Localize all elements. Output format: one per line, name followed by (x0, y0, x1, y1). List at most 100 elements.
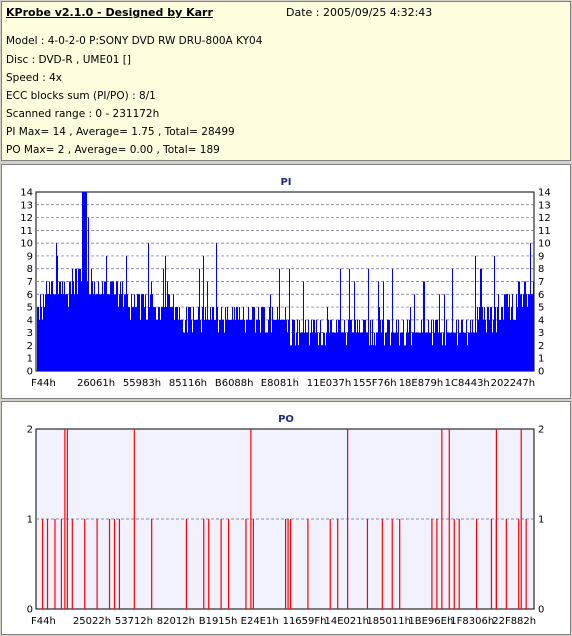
pi-bar (439, 294, 440, 371)
pi-xtick-label: B6088h (215, 378, 254, 389)
pi-ytick-label: 1 (27, 354, 33, 365)
po-ytick-label-right: 1 (538, 515, 544, 526)
pi-bar (393, 332, 394, 371)
pi-bar (392, 268, 393, 371)
pi-xtick-label: 55983h (123, 378, 161, 389)
pi-bar (380, 319, 381, 371)
pi-bar (526, 294, 527, 371)
pi-bar (333, 332, 334, 371)
pi-bar (366, 332, 367, 371)
pi-bar (174, 319, 175, 371)
pi-bar (371, 345, 372, 371)
pi-bar (246, 319, 247, 371)
pi-bar (320, 319, 321, 371)
po-bar (337, 519, 339, 609)
pi-ytick-label-right: 7 (538, 277, 544, 288)
po-bar (525, 519, 527, 609)
po-summary-line: PO Max= 2 , Average= 0.00 , Total= 189 (6, 144, 220, 156)
pi-ytick-label-right: 12 (538, 213, 551, 224)
po-bar (520, 429, 522, 609)
pi-bar (110, 281, 111, 371)
pi-bar (425, 332, 426, 371)
pi-bar (405, 345, 406, 371)
pi-bar (322, 345, 323, 371)
pi-bar (160, 319, 161, 371)
pi-bar (475, 255, 476, 371)
pi-bar (511, 307, 512, 371)
pi-bar (294, 319, 295, 371)
po-bar (399, 519, 401, 609)
pi-bar (420, 332, 421, 371)
pi-bar (386, 332, 387, 371)
pi-bar (311, 319, 312, 371)
pi-bar (228, 319, 229, 371)
po-bar (366, 519, 369, 609)
pi-bar (124, 294, 125, 371)
pi-xtick-label: 18E879h (399, 378, 443, 389)
pi-bar (292, 319, 293, 371)
pi-bar (147, 319, 148, 371)
pi-bar (338, 319, 339, 371)
pi-bar (403, 319, 404, 371)
pi-bar (41, 307, 42, 371)
pi-bar (122, 281, 123, 371)
pi-bar (454, 332, 455, 371)
pi-bar (531, 294, 532, 371)
pi-bar (242, 319, 243, 371)
pi-bar (319, 332, 320, 371)
pi-bar (507, 294, 508, 371)
pi-bar (522, 307, 523, 371)
pi-bar (79, 268, 80, 371)
pi-bar (167, 281, 168, 371)
pi-bar (345, 332, 346, 371)
pi-bar (363, 319, 364, 371)
pi-bar (131, 294, 132, 371)
pi-bar (47, 294, 48, 371)
pi-bar (279, 268, 280, 371)
pi-bar (435, 319, 436, 371)
pi-bar (513, 319, 514, 371)
pi-bar (459, 332, 460, 371)
pi-bar (87, 281, 88, 371)
pi-bar (517, 307, 518, 371)
pi-chart-title: PI (280, 177, 291, 188)
pi-bar (433, 319, 434, 371)
po-bar (84, 519, 86, 609)
po-bar (518, 519, 520, 609)
pi-bar (39, 319, 40, 371)
pi-bar (236, 307, 237, 371)
po-xtick-label: 185011h (366, 616, 411, 627)
pi-ytick-label: 0 (27, 367, 33, 378)
pi-bar (274, 319, 275, 371)
pi-bar (40, 294, 41, 371)
range-line: Scanned range : 0 - 231172h (6, 108, 160, 120)
pi-bar (374, 332, 375, 371)
po-bar (151, 519, 153, 609)
pi-bar (471, 332, 472, 371)
pi-bar (444, 294, 445, 371)
po-bar (185, 519, 187, 609)
po-xtick-label: F44h (31, 616, 56, 627)
pi-bar (495, 307, 496, 371)
pi-bar (200, 319, 201, 371)
pi-bar (282, 319, 283, 371)
pi-bar (177, 307, 178, 371)
pi-bar (461, 319, 462, 371)
pi-bar (428, 319, 429, 371)
po-chart: PO 0 1 2 0 1 2 F44h 25022h 53712h 82012h B1915h E… (27, 414, 545, 627)
pi-bar (434, 332, 435, 371)
pi-bar (250, 319, 251, 371)
pi-bar (48, 294, 49, 371)
ecc-line: ECC blocks sum (PI/PO) : 8/1 (6, 90, 156, 102)
pi-bar (521, 294, 522, 371)
pi-ytick-label-right: 3 (538, 328, 544, 339)
po-bar (54, 519, 56, 609)
pi-bar (423, 281, 424, 371)
pi-bar (288, 319, 289, 371)
pi-ytick-label: 6 (27, 290, 33, 301)
pi-bar (450, 332, 451, 371)
pi-bar (359, 319, 360, 371)
po-xtick-label: 53712h (115, 616, 153, 627)
pi-bar (275, 319, 276, 371)
pi-bar (238, 319, 239, 371)
